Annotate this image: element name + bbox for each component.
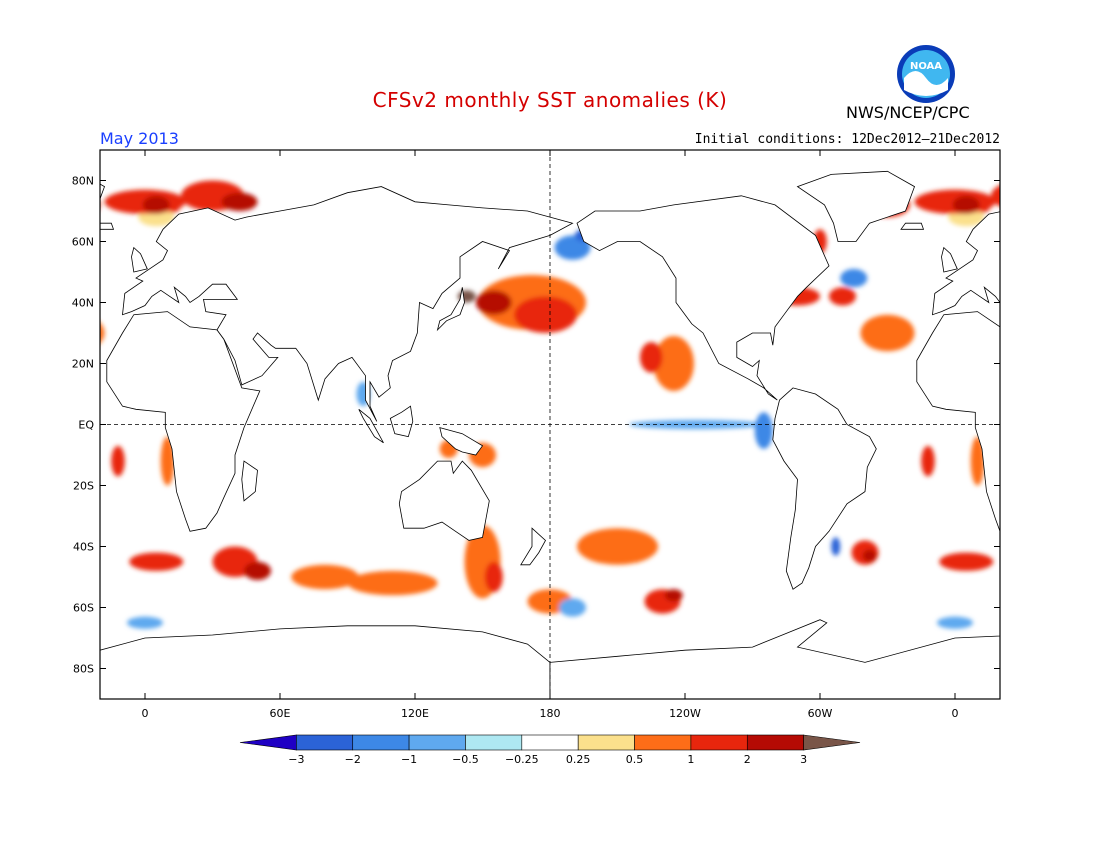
south-america-landmass [772,387,877,590]
sumatra-landmass [358,408,384,444]
anomaly-patch [640,342,663,373]
page-title: CFSv2 monthly SST anomalies (K) [372,88,728,112]
anomaly-patch [653,336,694,391]
anomaly-patch [664,589,683,602]
colorbar-label: −1 [401,753,417,766]
greenland-landmass [100,183,105,200]
colorbar-label: 0.5 [626,753,644,766]
anomaly-patch [291,564,359,590]
anomaly-patch [475,290,512,315]
lon-tick-label: 180 [540,707,561,720]
colorbar-label: 1 [687,753,694,766]
coastline-layer [100,170,1000,699]
uk-landmass [131,246,148,273]
lat-tick-label: 60N [72,236,94,249]
africa-landmass [916,311,1000,532]
indonesia-borneo-landmass [389,405,414,438]
anomaly-patch [577,528,658,565]
iceland-landmass [100,222,115,230]
forecast-month: May 2013 [100,129,179,148]
anomaly-patch [160,436,175,486]
colorbar-label: −0.5 [452,753,479,766]
lat-tick-label: 80S [73,663,94,676]
colorbar-swatch [521,734,579,751]
latitude-axis: 80N 60N 40N 20N EQ 20S 40S 60S 80S [72,175,1000,676]
anomaly-patch [860,314,915,352]
lon-tick-label: 120E [401,707,429,720]
colorbar-swatch [746,734,804,751]
anomaly-patch [921,445,935,477]
japan-landmass [436,287,465,332]
colorbar-label: 3 [800,753,807,766]
iceland-landmass [900,222,925,230]
anomaly-patch [347,570,438,596]
colorbar-swatch [296,734,354,751]
anomaly-patch [100,322,105,344]
colorbar-swatch [690,734,748,751]
madagascar-landmass [241,460,258,502]
colorbar-label: −3 [288,753,304,766]
longitude-axis: 0 60E 120E 180 120W 60W 0 [142,150,959,720]
anomaly-patch [939,552,994,571]
australia-landmass [398,460,490,541]
lon-tick-label: 60E [270,707,291,720]
anomaly-patch [970,436,985,486]
antarctica-landmass [549,619,1000,699]
noaa-logo-text: NOAA [910,61,942,72]
lat-tick-label: EQ [78,419,94,432]
anomaly-patch [111,445,125,477]
lon-tick-label: 0 [952,707,959,720]
north-america-landmass [576,195,830,401]
initial-conditions: Initial conditions: 12Dec2012–21Dec2012 [694,132,1000,147]
anomaly-patch [514,296,577,334]
anomaly-patch [754,412,773,449]
eurasia-landmass [122,186,574,422]
new-zealand-landmass [520,527,547,566]
anomaly-patch [862,549,877,562]
africa-landmass [106,311,261,532]
lon-tick-label: 0 [142,707,149,720]
greenland-landmass [796,170,915,242]
uk-landmass [941,246,958,273]
anomaly-patch [221,192,258,212]
lat-tick-label: 40S [73,541,94,554]
anomaly-patch [127,616,163,629]
colorbar-swatch [577,734,635,751]
colorbar-label: −2 [345,753,361,766]
lat-tick-label: 60S [73,602,94,615]
colorbar-label: 2 [744,753,751,766]
anomaly-patch [484,561,503,593]
anomaly-patch [829,287,856,306]
colorbar-swatch [634,734,692,751]
lon-tick-label: 60W [808,707,833,720]
new-guinea-landmass [439,427,484,456]
lat-tick-label: 20N [72,358,94,371]
colorbar-label: 0.25 [566,753,591,766]
colorbar-swatch [352,734,410,751]
anomaly-patch [831,537,841,556]
lat-tick-label: 80N [72,175,94,188]
colorbar-swatch [465,734,523,751]
lat-tick-label: 20S [73,480,94,493]
anomaly-patch [559,598,586,617]
colorbar-swatch [408,734,466,751]
lat-tick-label: 40N [72,297,94,310]
anomaly-patch [840,268,868,288]
colorbar-label: −0.25 [505,753,539,766]
agency-label: NWS/NCEP/CPC [846,103,970,122]
lon-tick-label: 120W [669,707,701,720]
eurasia-landmass [932,211,1000,316]
anomaly-patch [142,195,170,215]
noaa-logo-icon: NOAA [897,45,955,103]
anomaly-patch [129,552,184,571]
anomaly-layer [100,180,1000,629]
colorbar-swatch [239,734,297,751]
anomaly-patch [952,195,980,215]
anomaly-patch [937,616,973,629]
anomaly-patch [554,235,591,260]
colorbar-swatch [803,734,861,751]
anomaly-patch [244,561,271,581]
